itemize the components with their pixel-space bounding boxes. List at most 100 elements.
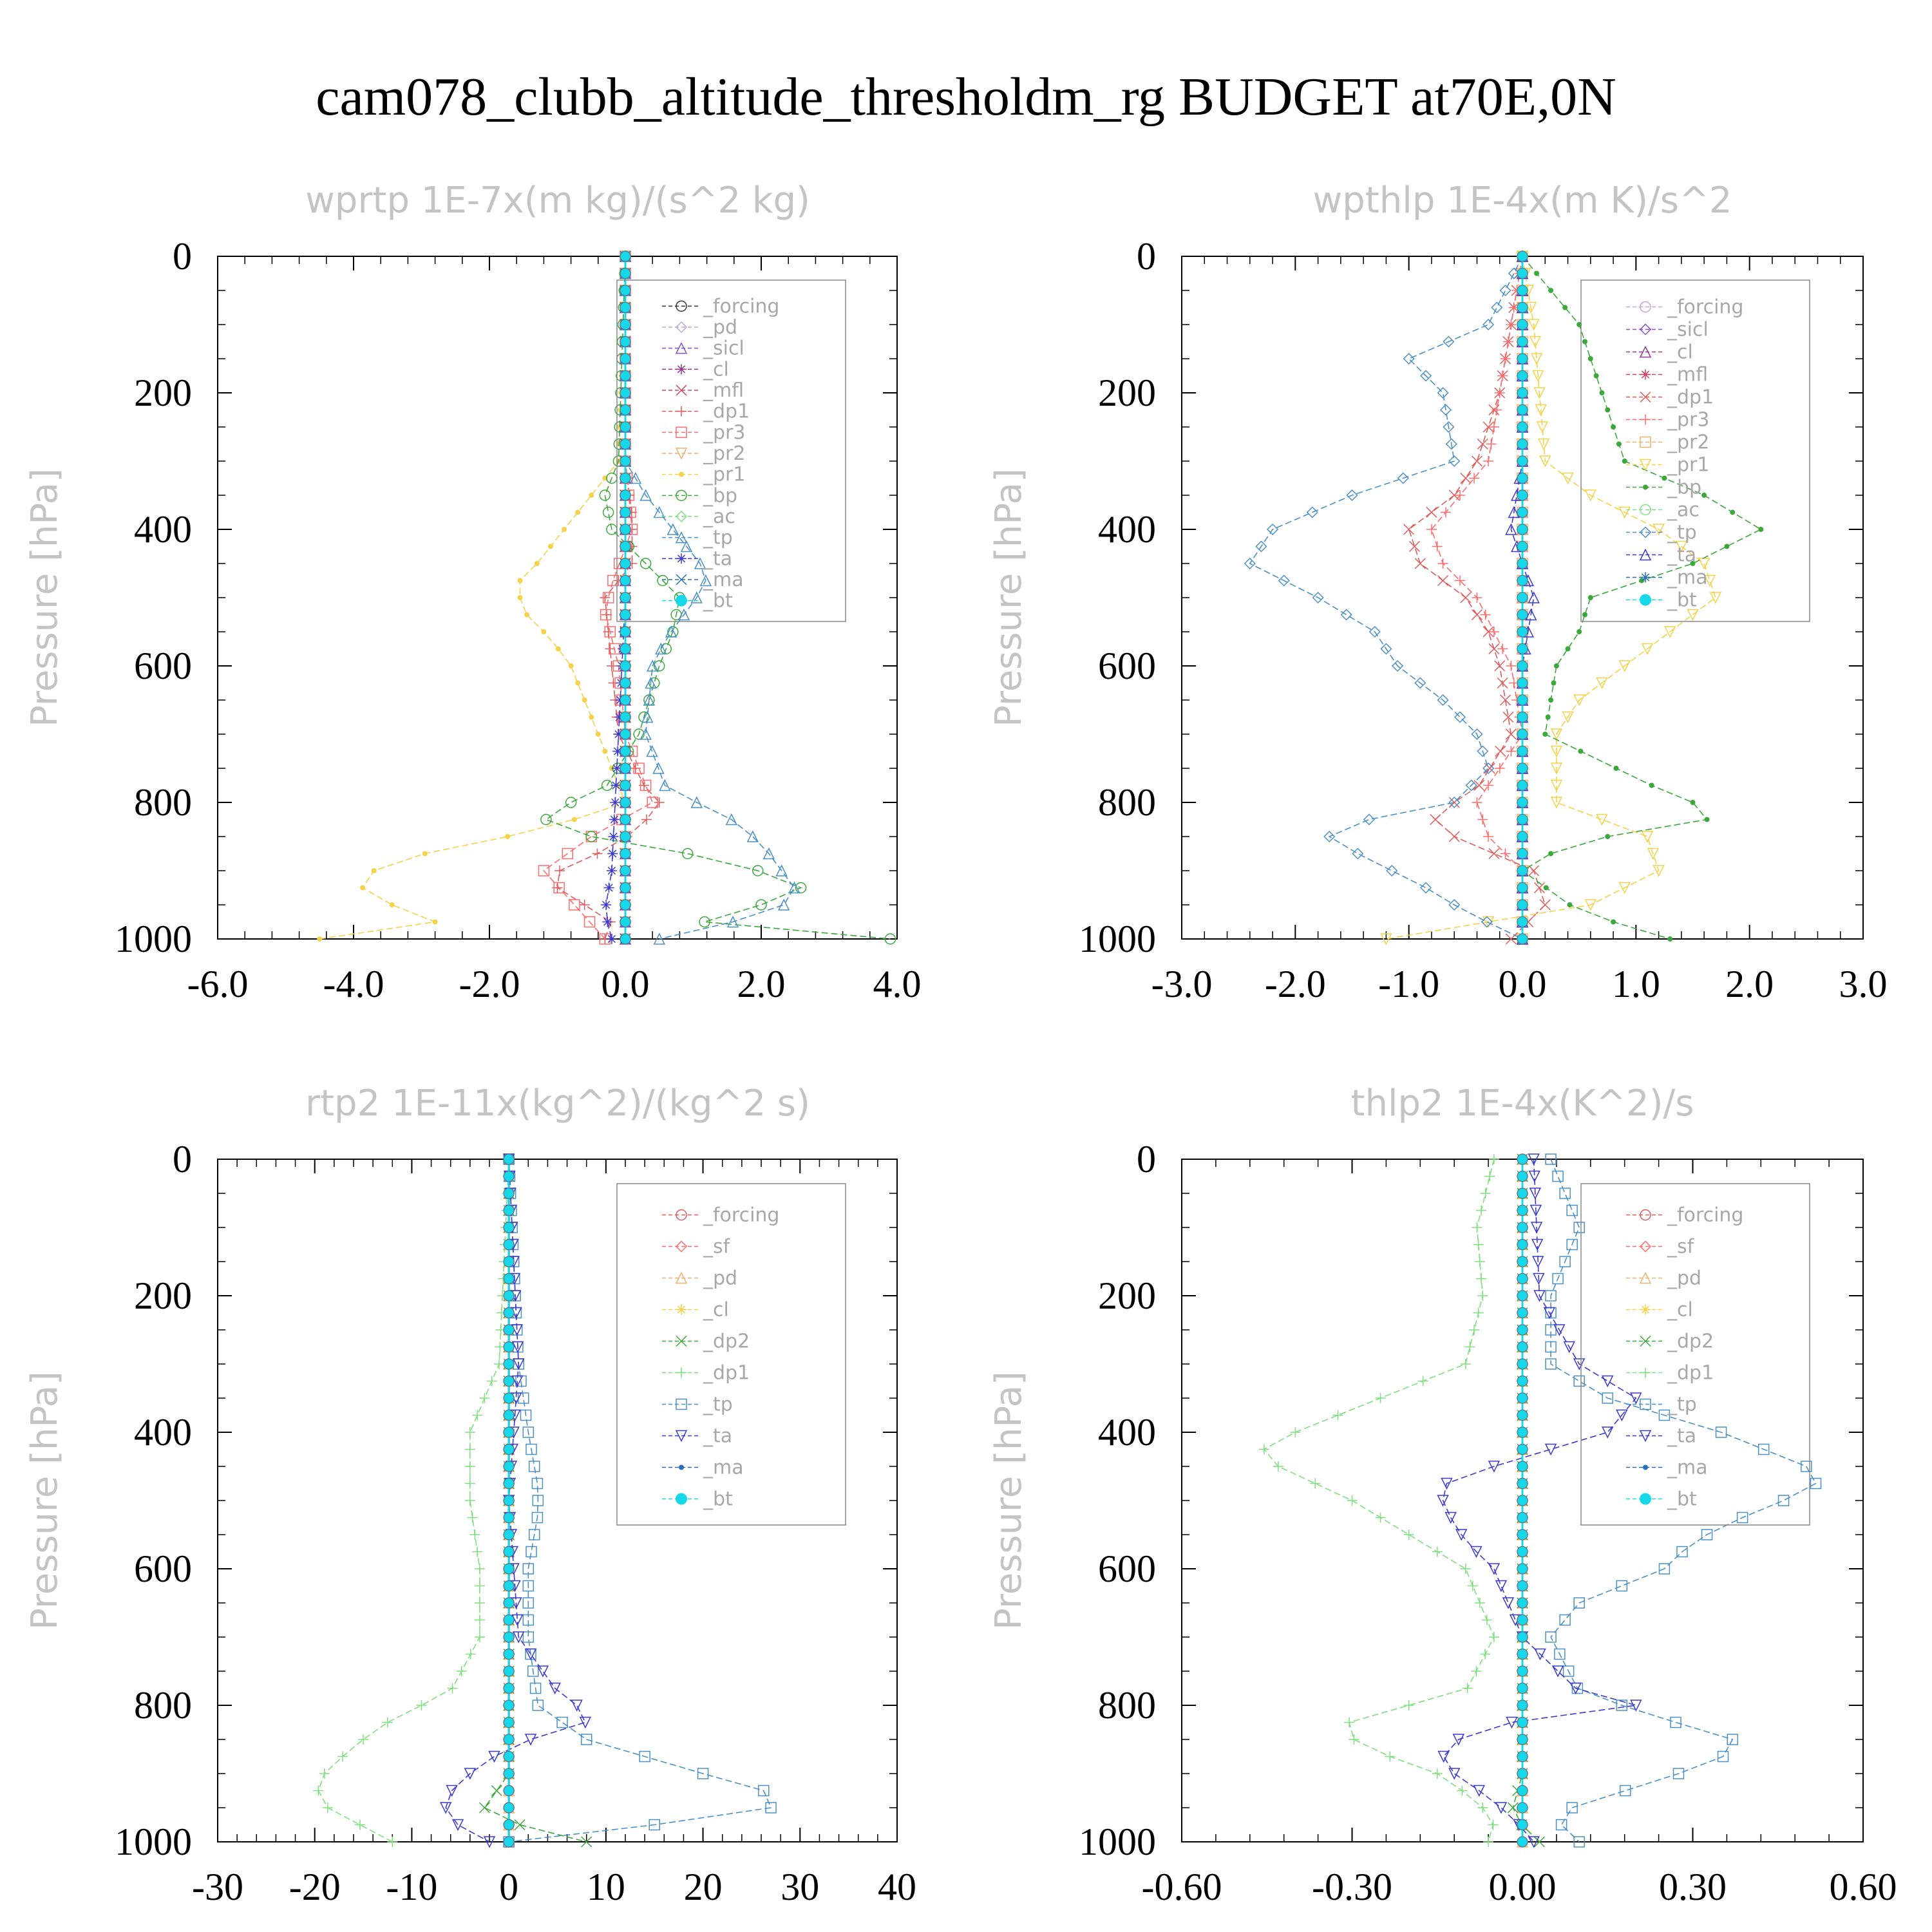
data-point — [1573, 694, 1586, 706]
data-point — [1476, 1273, 1487, 1284]
data-point — [1517, 268, 1528, 279]
data-point — [1517, 336, 1528, 347]
data-point — [1443, 336, 1455, 348]
x-tick-label: 30 — [781, 1866, 819, 1908]
data-point — [1539, 899, 1551, 911]
data-point — [1582, 612, 1587, 618]
data-point — [1544, 1443, 1557, 1456]
data-point — [1477, 1803, 1488, 1813]
data-point — [1432, 541, 1443, 552]
legend-marker — [675, 531, 688, 544]
legend-label: _bt — [1667, 589, 1697, 612]
data-point — [725, 813, 738, 826]
data-point — [620, 404, 631, 415]
data-point — [513, 1358, 525, 1370]
data-point — [620, 780, 631, 791]
data-point — [1517, 1410, 1528, 1421]
data-point — [1517, 609, 1528, 620]
data-point — [1482, 318, 1495, 331]
data-point — [639, 728, 652, 740]
legend-marker — [676, 553, 687, 564]
data-point — [610, 797, 621, 808]
data-point — [1550, 745, 1563, 758]
y-tick-label: 200 — [134, 1274, 192, 1317]
data-point — [1517, 302, 1528, 313]
data-point — [1414, 677, 1426, 689]
data-point — [620, 626, 631, 638]
legend-label: _pd — [703, 316, 737, 339]
data-point — [1517, 353, 1528, 365]
data-point — [541, 629, 547, 634]
legend-label: _tp — [703, 527, 733, 549]
data-point — [555, 646, 561, 652]
data-point — [1618, 660, 1631, 672]
data-point — [1481, 1615, 1492, 1625]
x-tick-label: 0 — [499, 1866, 518, 1908]
data-point — [1455, 1529, 1468, 1541]
data-point — [1528, 319, 1540, 331]
data-point — [319, 1768, 330, 1779]
data-point — [681, 848, 694, 860]
data-point — [620, 899, 631, 911]
data-point — [1573, 1375, 1585, 1387]
data-point — [1517, 1290, 1528, 1302]
data-point — [549, 1682, 561, 1695]
data-point — [1536, 421, 1549, 433]
data-point — [503, 1358, 515, 1370]
data-point — [1517, 541, 1528, 552]
legend-marker — [676, 1398, 687, 1410]
data-point — [1441, 1477, 1453, 1490]
data-point — [630, 763, 641, 773]
data-point — [1605, 407, 1611, 413]
data-point — [1484, 1171, 1495, 1182]
legend-label: _sicl — [703, 337, 744, 360]
data-point — [583, 916, 596, 928]
chart-panel-1: wprtp 1E-7x(m kg)/(s^2 kg) Pressure [hPa]… — [24, 180, 922, 1005]
data-point — [777, 898, 790, 911]
y-tick-label: 600 — [1098, 645, 1156, 687]
legend-label: _sicl — [1667, 319, 1709, 341]
data-point — [1562, 711, 1574, 724]
figure-title: cam078_clubb_altitude_thresholdm_rg BUDG… — [316, 67, 1616, 127]
series-bt — [503, 1153, 515, 1848]
data-point — [649, 1819, 660, 1831]
data-point — [1517, 524, 1528, 535]
x-tick-label: 40 — [878, 1866, 916, 1908]
data-point — [1517, 797, 1528, 808]
data-point — [1517, 694, 1528, 706]
data-point — [1483, 456, 1494, 466]
data-point — [1470, 1546, 1482, 1558]
data-point — [1517, 899, 1528, 911]
data-point — [1577, 322, 1582, 327]
data-point — [758, 1785, 770, 1797]
x-tick-label: -0.30 — [1312, 1866, 1392, 1908]
data-point — [562, 848, 574, 860]
data-point — [1469, 1325, 1480, 1335]
data-point — [1701, 1529, 1713, 1540]
data-point — [1531, 1238, 1544, 1251]
data-point — [589, 714, 594, 720]
data-point — [1477, 438, 1488, 450]
data-point — [522, 1631, 535, 1643]
data-point — [1460, 1564, 1471, 1574]
data-point — [1403, 1700, 1414, 1710]
data-point — [464, 1444, 475, 1455]
data-point — [1517, 404, 1528, 415]
data-point — [579, 900, 590, 910]
data-point — [606, 661, 617, 671]
legend-box — [1580, 1183, 1810, 1526]
data-point — [503, 1188, 515, 1199]
legend-marker — [675, 321, 688, 334]
data-point — [1517, 1802, 1528, 1814]
data-point — [606, 866, 617, 876]
data-point — [1432, 1546, 1443, 1557]
data-point — [1530, 353, 1543, 365]
data-point — [1559, 1188, 1571, 1199]
chart-panel-4: thlp2 1E-4x(K^2)/s Pressure [hPa] -0.60 -0.… — [988, 1083, 1897, 1908]
data-point — [1653, 524, 1665, 536]
data-point — [1551, 680, 1557, 686]
data-point — [446, 1785, 458, 1797]
data-point — [1502, 1597, 1515, 1609]
data-point — [1517, 1631, 1528, 1643]
